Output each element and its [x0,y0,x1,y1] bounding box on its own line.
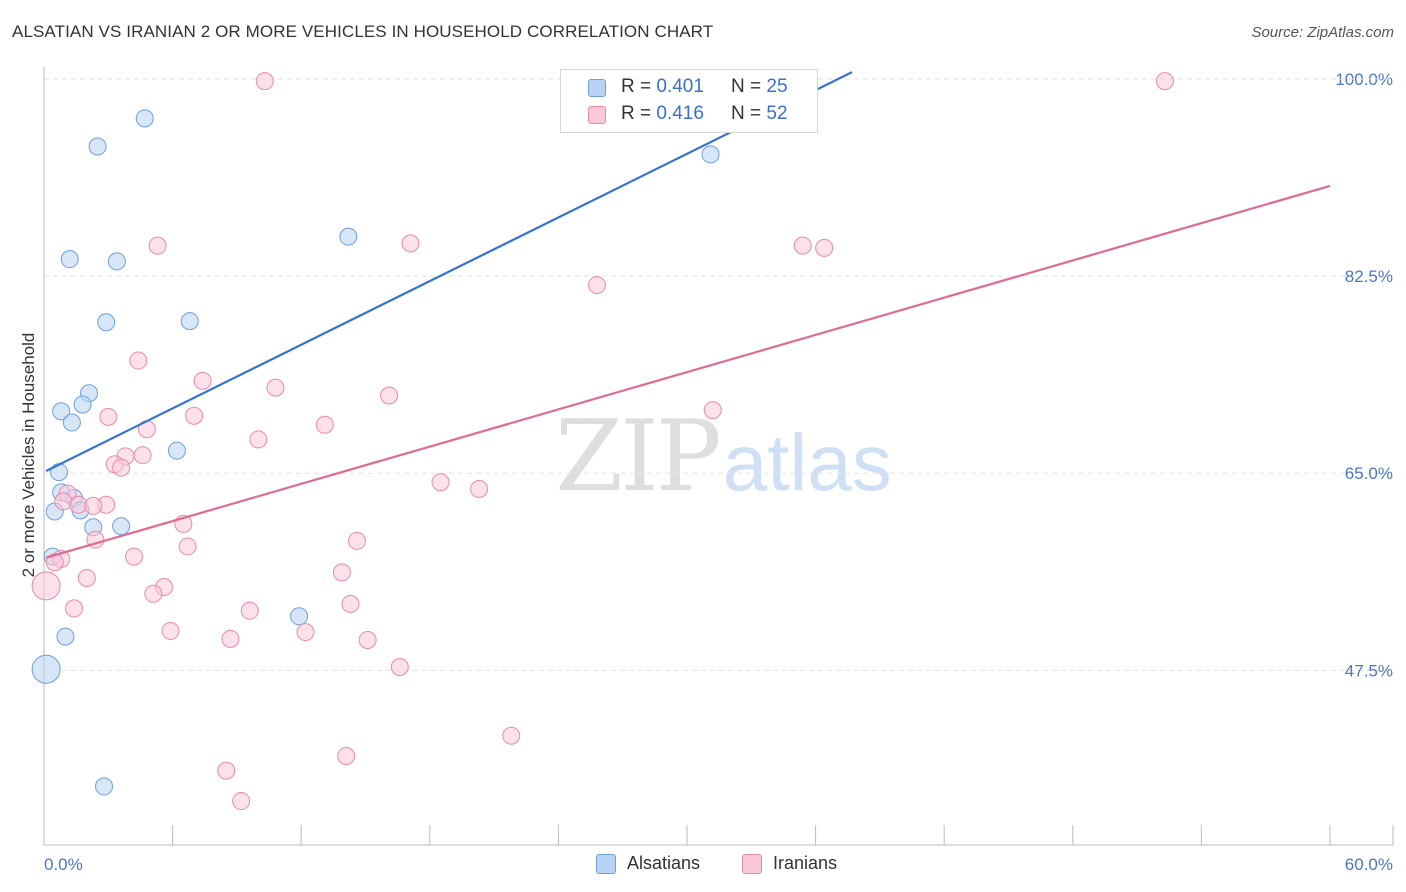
iranian-point [401,234,420,253]
chart-title: ALSATIAN VS IRANIAN 2 OR MORE VEHICLES I… [12,22,714,41]
iranian-point [161,621,180,640]
iranian-point [185,406,204,425]
watermark-atlas: atlas [722,418,892,507]
n-value: 25 [766,76,788,97]
iranian-point [31,571,61,601]
iranian-point [69,495,88,514]
alsatian-point [339,227,358,246]
alsatians-swatch [588,79,606,97]
series-legend: Alsatians Iranians [0,852,1406,878]
iranian-point [129,351,148,370]
alsatian-point [167,441,186,460]
iranian-point [255,72,274,91]
alsatian-point [112,517,131,536]
y-axis-label: 2 or more Vehicles in Household [19,333,38,578]
iranian-point [347,531,366,550]
iranian-point [1155,72,1174,91]
y-tick-label: 100.0% [1335,70,1393,89]
correlation-legend: R = 0.401 N = 25 R = 0.416 N = 52 [560,69,818,133]
iranian-point [815,238,834,257]
iranian-point [470,479,489,498]
iranian-point [133,446,152,465]
n-label: N = [731,103,767,124]
alsatian-point [60,250,79,269]
alsatian-point [95,777,114,796]
iranian-point [249,430,268,449]
iranian-point [84,496,103,515]
iranian-point [502,726,521,745]
alsatian-point [290,607,309,626]
y-tick-label: 82.5% [1345,267,1393,286]
iranian-point [337,746,356,765]
alsatians-legend-swatch [596,854,616,874]
alsatian-point [97,313,116,332]
iranian-point [54,492,73,511]
legend-r: R = 0.401 [621,76,704,98]
iranian-point [431,473,450,492]
r-label: R = [621,103,657,124]
alsatian-point [107,252,126,271]
x-tick-label: 0.0% [44,855,83,874]
source-label: Source: ZipAtlas.com [1251,24,1394,41]
legend-label: Alsatians [627,853,701,873]
legend-n: N = 52 [731,103,788,125]
iranian-point [793,236,812,255]
alsatian-point [88,137,107,156]
iranian-point [587,276,606,295]
iranian-point [144,584,163,603]
alsatian-point [50,463,69,482]
y-tick-label: 65.0% [1345,464,1393,483]
iranian-point [125,547,144,566]
iranian-point [380,386,399,405]
n-value: 52 [766,103,788,124]
iranian-point [266,378,285,397]
iranian-trend-line [45,184,1331,559]
iranian-point [193,371,212,390]
iranian-point [178,537,197,556]
iranian-point [232,792,251,811]
legend-n: N = 25 [731,76,788,98]
iranian-point [221,629,240,648]
watermark-zip: ZIP [555,400,722,514]
n-label: N = [731,76,767,97]
alsatian-point [73,395,92,414]
iranian-point [315,415,334,434]
iranians-swatch [588,106,606,124]
iranian-point [99,407,118,426]
alsatian-point [135,109,154,128]
iranian-point [358,630,377,649]
r-value: 0.416 [656,103,704,124]
zipatlas-watermark: ZIPatlas [555,400,892,514]
x-tick-label: 60.0% [1345,855,1393,874]
iranian-point [45,553,64,572]
alsatian-point [31,654,61,684]
alsatian-point [701,145,720,164]
iranian-point [703,401,722,420]
alsatian-trend-line [45,71,853,472]
iranian-point [77,568,96,587]
legend-label: Iranians [773,853,838,873]
iranians-legend-swatch [742,854,762,874]
alsatian-point [62,413,81,432]
iranian-point [217,761,236,780]
iranian-point [296,623,315,642]
iranian-point [240,601,259,620]
iranian-point [390,657,409,676]
y-tick-label: 47.5% [1345,661,1393,680]
iranian-point [65,599,84,618]
iranian-point [148,236,167,255]
alsatian-point [52,402,71,421]
iranian-point [112,458,131,477]
legend-r: R = 0.416 [621,103,704,125]
alsatian-point [56,627,75,646]
alsatian-point [180,312,199,331]
r-label: R = [621,76,657,97]
iranian-point [332,563,351,582]
r-value: 0.401 [656,76,704,97]
iranian-point [341,594,360,613]
